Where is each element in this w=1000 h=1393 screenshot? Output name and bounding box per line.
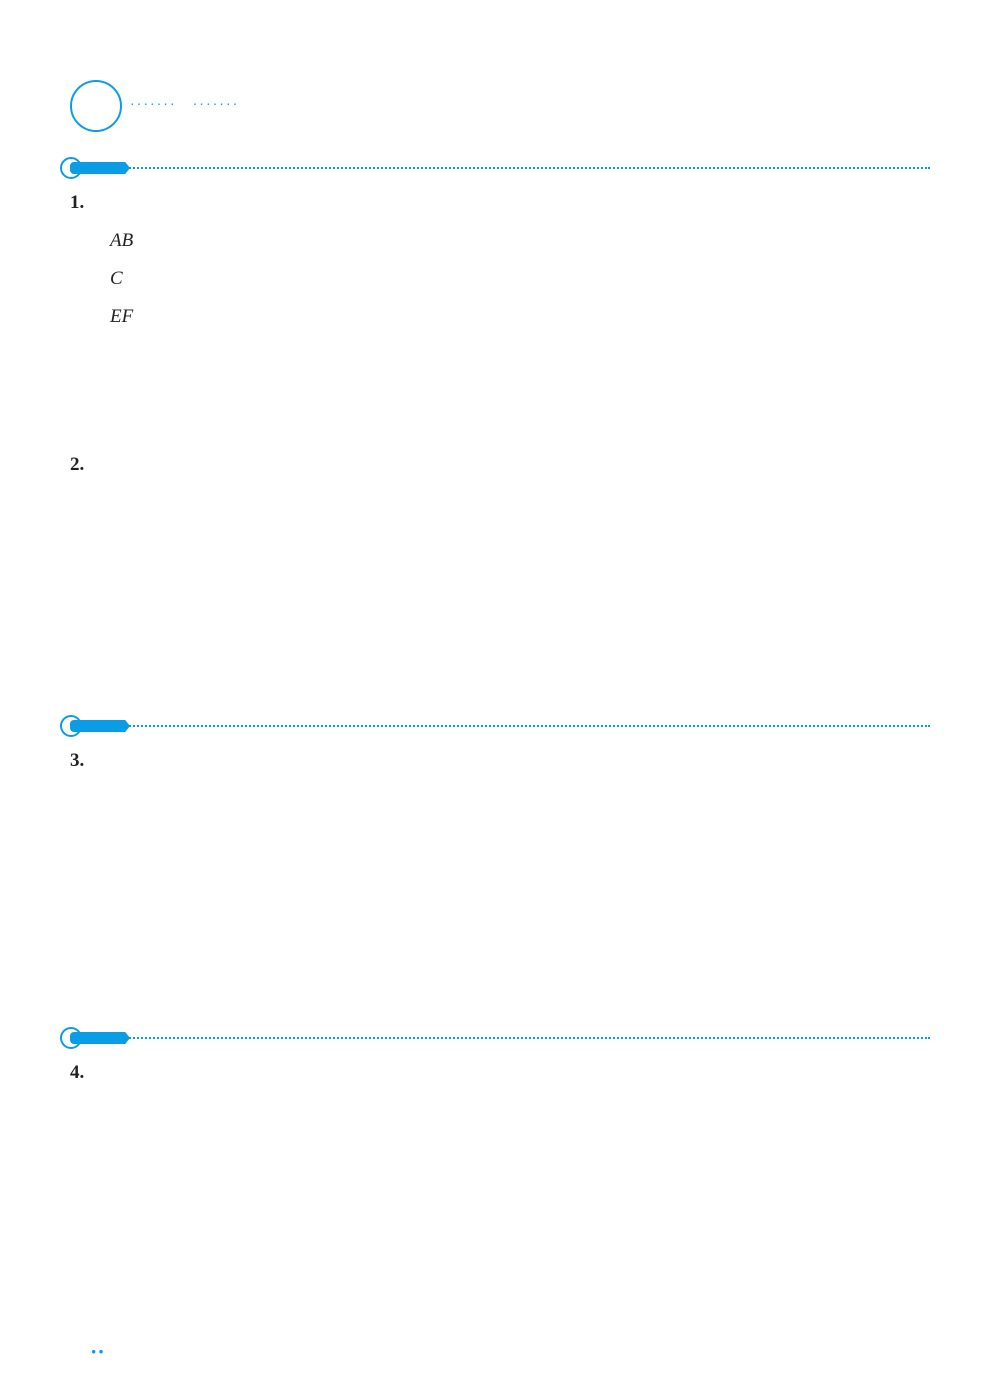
q1-p1: AB bbox=[70, 222, 590, 260]
q4-options-row bbox=[70, 1112, 930, 1218]
q4-option-d bbox=[730, 1112, 830, 1212]
q3-stem: 3. bbox=[70, 742, 930, 780]
q2-diagram bbox=[150, 498, 850, 694]
q1-stem: 1. bbox=[70, 184, 590, 222]
chapter-header: ······· ······· bbox=[70, 80, 930, 132]
section-title-1 bbox=[70, 162, 130, 174]
q1-p3: EF bbox=[70, 298, 590, 336]
section-banner-2 bbox=[70, 720, 930, 732]
section-banner-3 bbox=[70, 1032, 930, 1044]
chapter-number-circle bbox=[70, 80, 122, 132]
q4-option-b bbox=[470, 1112, 570, 1212]
q3-diagram-1 bbox=[110, 802, 290, 1002]
q1-diagram bbox=[610, 184, 918, 436]
q2-stem: 2. bbox=[70, 446, 930, 484]
section-title-3 bbox=[70, 1032, 130, 1044]
q4-option-c bbox=[600, 1112, 700, 1212]
section-title-2 bbox=[70, 720, 130, 732]
q4-stem: 4. bbox=[70, 1054, 930, 1092]
dots-left: ······· bbox=[130, 98, 177, 114]
q3-diagram-2 bbox=[490, 802, 670, 1002]
q4-fold-diagram bbox=[110, 1112, 310, 1212]
q4-option-a bbox=[340, 1112, 440, 1212]
page-number: ·· bbox=[90, 1339, 105, 1365]
dots-right: ······· bbox=[193, 98, 240, 114]
q1-p2: C bbox=[70, 260, 590, 298]
section-banner-1 bbox=[70, 162, 930, 174]
